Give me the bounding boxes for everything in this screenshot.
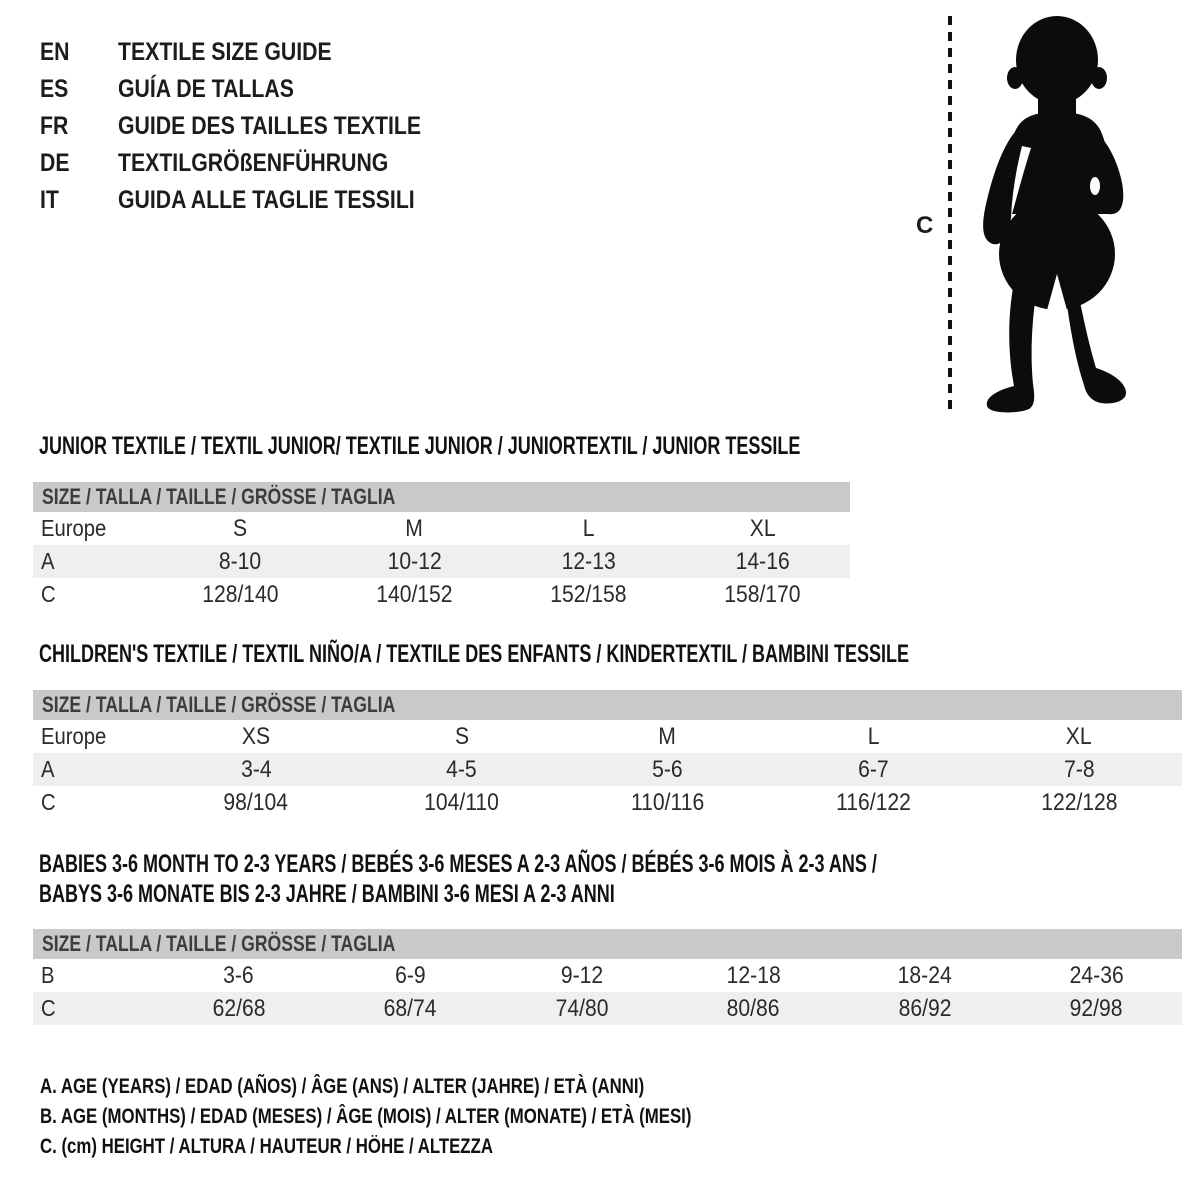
size-value-cell: 74/80	[555, 994, 609, 1022]
size-value-cell: 3-4	[240, 755, 272, 783]
size-value-cell: 104/110	[424, 788, 500, 816]
lang-code: IT	[40, 186, 59, 214]
size-value-cell: M	[658, 722, 677, 750]
size-value-cell: 14-16	[735, 547, 790, 575]
size-table-row: C 98/104 104/110 110/116 116/122 122/128	[33, 786, 1182, 819]
size-value-cell: XL	[1066, 722, 1093, 750]
size-value-cell: 9-12	[560, 961, 603, 989]
note-age-months: B. AGE (MONTHS) / EDAD (MESES) / ÂGE (MO…	[40, 1105, 692, 1128]
junior-size-table: Europe S M L XL A 8-10 10-12 12-13 14-16 C 128/140 1…	[33, 512, 850, 611]
size-value-cell: 68/74	[383, 994, 437, 1022]
size-value-cell: 62/68	[212, 994, 266, 1022]
size-table-row: B 3-6 6-9 9-12 12-18 18-24 24-36	[33, 959, 1182, 992]
size-value-cell: 5-6	[652, 755, 683, 783]
row-label-cell: C	[41, 995, 56, 1021]
junior-textile-section: JUNIOR TEXTILE / TEXTIL JUNIOR/ TEXTILE …	[33, 433, 850, 611]
size-value-cell: 10-12	[387, 547, 442, 575]
size-value-cell: 86/92	[898, 994, 952, 1022]
size-value-cell: 7-8	[1063, 755, 1095, 783]
height-measure-label: C	[916, 212, 934, 239]
size-table-header-bar: SIZE / TALLA / TAILLE / GRÖSSE / TAGLIA	[33, 482, 850, 512]
lang-label: GUIDA ALLE TAGLIE TESSILI	[118, 186, 415, 214]
size-value-cell: 128/140	[201, 580, 279, 608]
height-measure-dashed-line	[948, 16, 952, 416]
size-value-cell: 80/86	[726, 994, 780, 1022]
size-value-cell: 152/158	[550, 580, 627, 608]
size-value-cell: XS	[241, 722, 270, 750]
babies-textile-section: BABIES 3-6 MONTH TO 2-3 YEARS / BEBÉS 3-…	[33, 849, 1182, 1025]
lang-label: GUÍA DE TALLAS	[118, 75, 294, 103]
lang-code: FR	[40, 112, 69, 140]
size-value-cell: S	[454, 722, 469, 750]
legend-notes: A. AGE (YEARS) / EDAD (AÑOS) / ÂGE (ANS)…	[40, 1072, 854, 1162]
row-label-cell: A	[41, 756, 55, 782]
size-table-row: A 3-4 4-5 5-6 6-7 7-8	[33, 753, 1182, 786]
children-textile-section: CHILDREN'S TEXTILE / TEXTIL NIÑO/A / TEX…	[33, 641, 1182, 819]
children-size-table: Europe XS S M L XL A 3-4 4-5 5-6 6-7 7-8 C 98/104 104/…	[33, 720, 1182, 819]
size-value-cell: 110/116	[630, 788, 705, 816]
size-value-cell: L	[867, 722, 880, 750]
size-value-cell: M	[405, 514, 424, 542]
size-value-cell: XL	[749, 514, 776, 542]
section-title: JUNIOR TEXTILE / TEXTIL JUNIOR/ TEXTILE …	[39, 432, 801, 460]
lang-row-fr: FR GUIDE DES TAILLES TEXTILE	[40, 108, 475, 145]
row-label-cell: C	[41, 789, 56, 815]
lang-row-en: EN TEXTILE SIZE GUIDE	[40, 34, 475, 71]
size-value-cell: S	[233, 514, 248, 542]
size-value-cell: 116/122	[835, 788, 911, 816]
babies-size-table: B 3-6 6-9 9-12 12-18 18-24 24-36 C 62/68 68/74 74/…	[33, 959, 1182, 1025]
size-table-header-bar: SIZE / TALLA / TAILLE / GRÖSSE / TAGLIA	[33, 929, 1182, 959]
language-title-block: EN TEXTILE SIZE GUIDE ES GUÍA DE TALLAS …	[40, 34, 475, 219]
lang-code: DE	[40, 149, 70, 177]
size-table-row: C 62/68 68/74 74/80 80/86 86/92 92/98	[33, 992, 1182, 1025]
row-label-cell: C	[41, 581, 56, 607]
lang-row-de: DE TEXTILGRÖßENFÜHRUNG	[40, 145, 475, 182]
size-value-cell: 6-9	[394, 961, 426, 989]
size-value-cell: 158/170	[724, 580, 802, 608]
row-label-cell: Europe	[41, 515, 107, 541]
lang-row-it: IT GUIDA ALLE TAGLIE TESSILI	[40, 182, 475, 219]
row-label-cell: A	[41, 548, 55, 574]
size-table-row: A 8-10 10-12 12-13 14-16	[33, 545, 850, 578]
size-value-cell: L	[582, 514, 595, 542]
size-value-cell: 24-36	[1069, 961, 1124, 989]
lang-code: ES	[40, 75, 69, 103]
size-value-cell: 12-13	[561, 547, 616, 575]
size-value-cell: 8-10	[218, 547, 262, 575]
size-value-cell: 92/98	[1069, 994, 1123, 1022]
size-value-cell: 18-24	[897, 961, 952, 989]
size-table-row: C 128/140 140/152 152/158 158/170	[33, 578, 850, 611]
section-title: BABIES 3-6 MONTH TO 2-3 YEARS / BEBÉS 3-…	[39, 850, 877, 908]
toddler-silhouette-image	[983, 16, 1127, 413]
size-value-cell: 6-7	[858, 755, 889, 783]
lang-label: TEXTILE SIZE GUIDE	[118, 38, 332, 66]
size-table-row: Europe XS S M L XL	[33, 720, 1182, 753]
row-label-cell: Europe	[41, 723, 107, 749]
lang-code: EN	[40, 38, 70, 66]
size-value-cell: 3-6	[223, 961, 255, 989]
size-value-cell: 4-5	[446, 755, 477, 783]
note-height-cm: C. (cm) HEIGHT / ALTURA / HAUTEUR / HÖHE…	[40, 1135, 493, 1158]
lang-label: GUIDE DES TAILLES TEXTILE	[118, 112, 422, 140]
size-table-header-bar: SIZE / TALLA / TAILLE / GRÖSSE / TAGLIA	[33, 690, 1182, 720]
size-value-cell: 122/128	[1040, 788, 1118, 816]
size-table-row: Europe S M L XL	[33, 512, 850, 545]
size-value-cell: 140/152	[376, 580, 453, 608]
section-title: CHILDREN'S TEXTILE / TEXTIL NIÑO/A / TEX…	[39, 640, 910, 668]
note-age-years: A. AGE (YEARS) / EDAD (AÑOS) / ÂGE (ANS)…	[40, 1075, 645, 1098]
lang-row-es: ES GUÍA DE TALLAS	[40, 71, 475, 108]
row-label-cell: B	[41, 962, 55, 988]
size-value-cell: 98/104	[223, 788, 289, 816]
lang-label: TEXTILGRÖßENFÜHRUNG	[118, 149, 389, 177]
size-value-cell: 12-18	[726, 961, 781, 989]
